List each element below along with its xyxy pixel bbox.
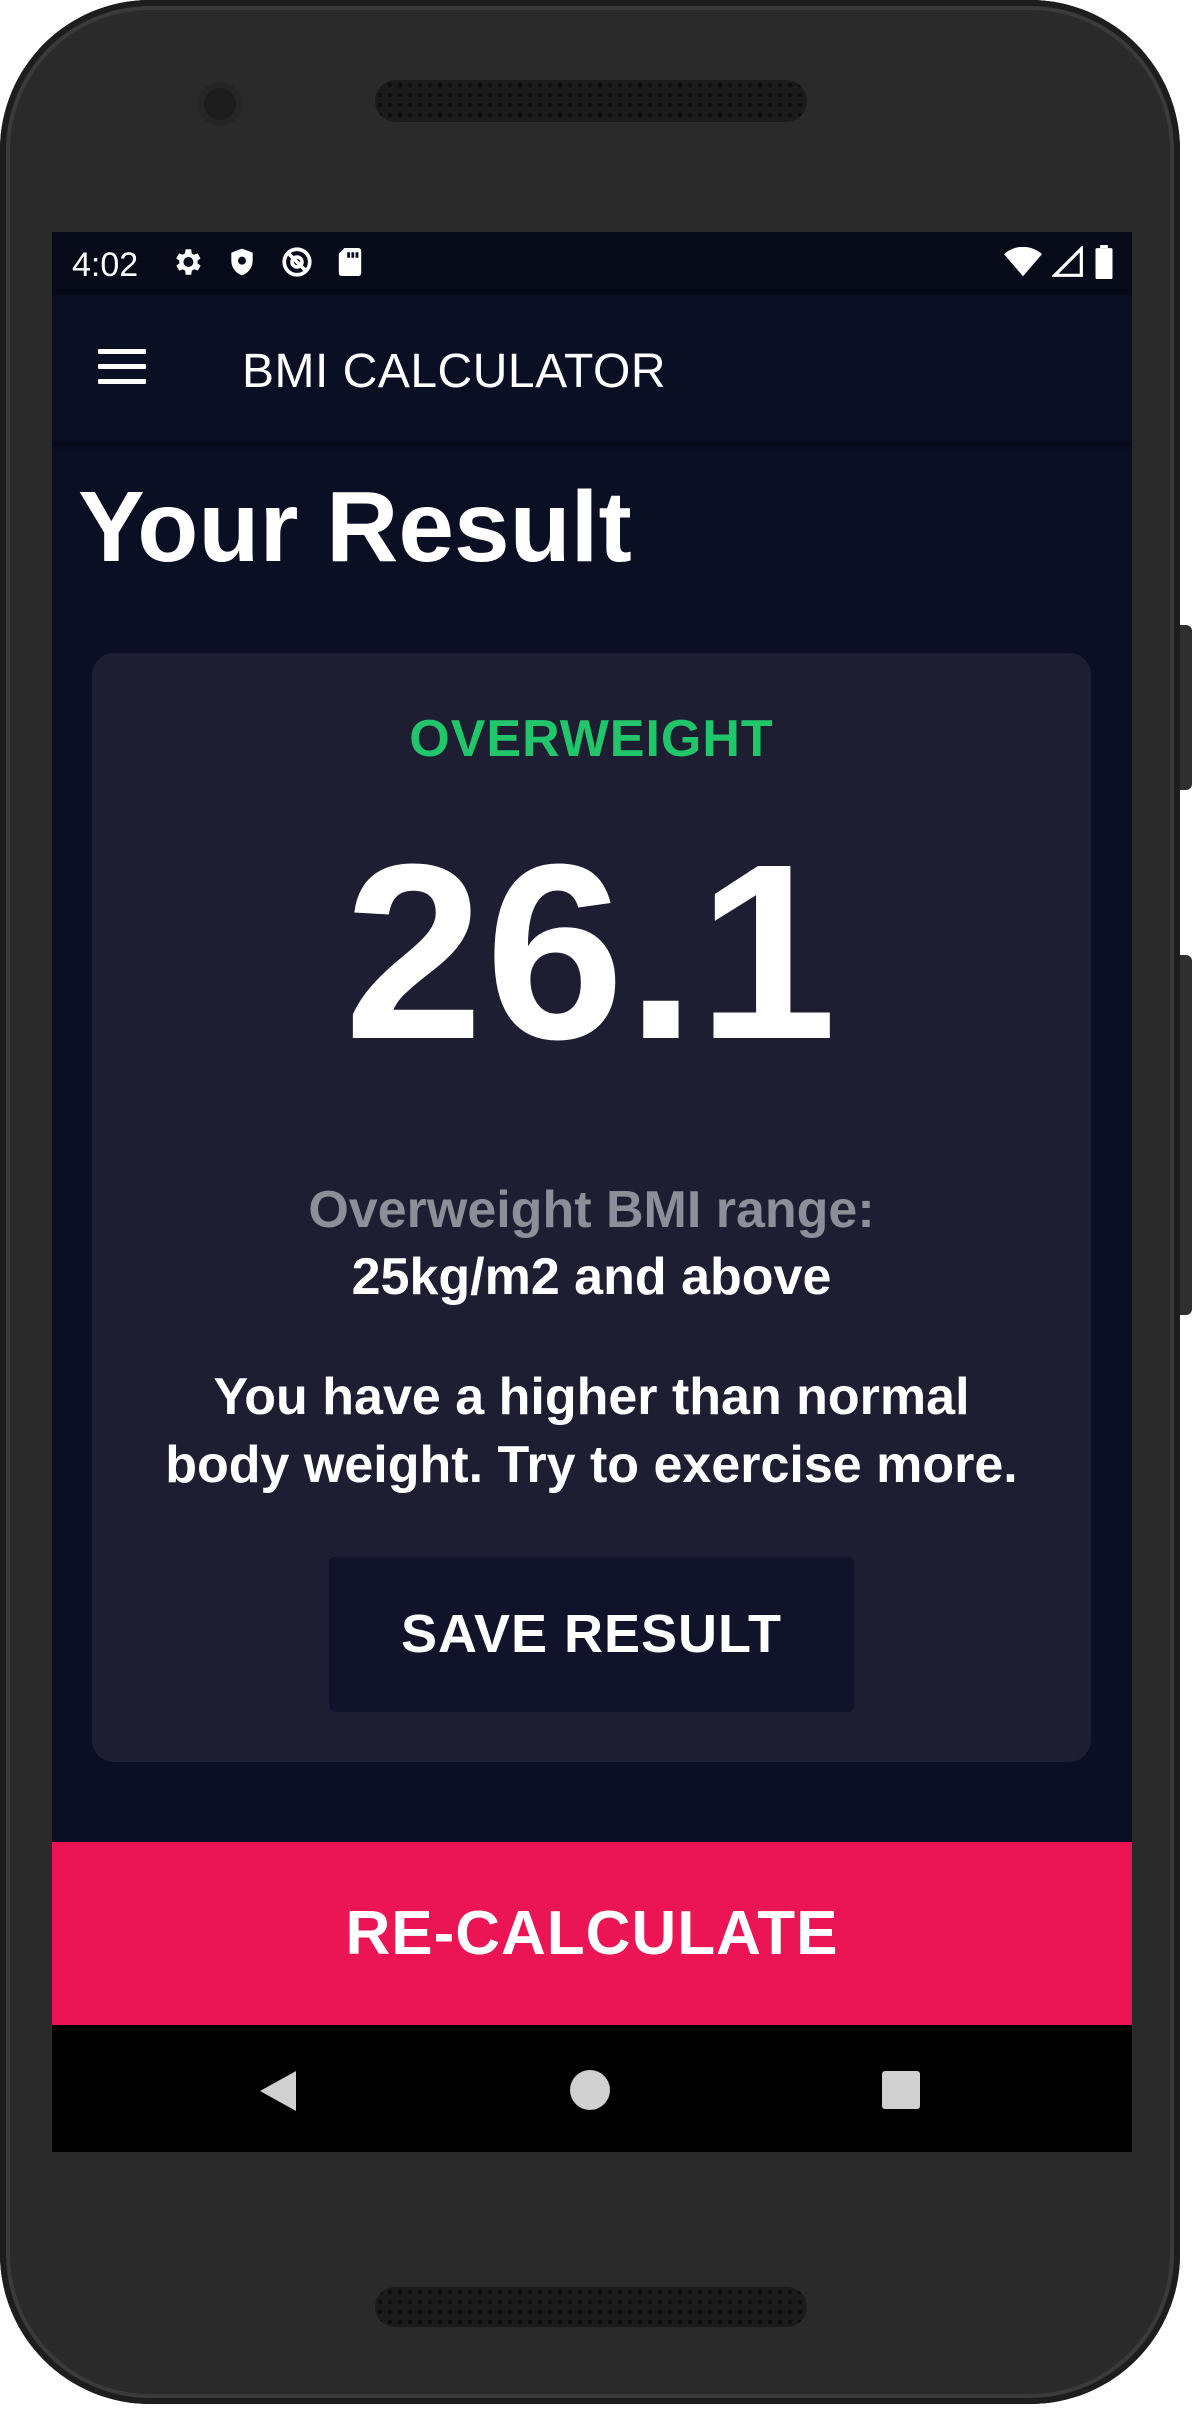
home-icon[interactable] xyxy=(570,2070,610,2110)
app-title: BMI CALCULATOR xyxy=(242,345,666,398)
bottom-speaker-grille xyxy=(375,2287,807,2327)
status-time: 4:02 xyxy=(72,246,139,284)
front-camera xyxy=(198,82,242,126)
result-status-label: OVERWEIGHT xyxy=(409,710,774,768)
gear-icon xyxy=(170,245,204,284)
bmi-range-title: Overweight BMI range: xyxy=(308,1181,875,1239)
screen: 4:02 xyxy=(52,232,1132,2152)
recalculate-button[interactable]: RE-CALCULATE xyxy=(52,1842,1132,2025)
power-button xyxy=(1180,625,1192,790)
page-title: Your Result xyxy=(78,471,632,583)
result-interpretation: You have a higher than normal body weigh… xyxy=(165,1368,1018,1494)
shield-icon xyxy=(226,245,258,284)
top-speaker-grille xyxy=(375,80,807,122)
signal-icon xyxy=(1050,244,1084,283)
status-system-icons xyxy=(1004,244,1114,284)
at-sign-icon xyxy=(280,245,314,284)
bmi-range-value: 25kg/m2 and above xyxy=(351,1248,832,1306)
back-icon[interactable] xyxy=(260,2071,296,2111)
status-bar: 4:02 xyxy=(52,232,1132,295)
sd-card-icon xyxy=(336,245,364,284)
bmi-value: 26.1 xyxy=(344,812,839,1091)
volume-rocker xyxy=(1180,955,1192,1315)
app-bar: BMI CALCULATOR xyxy=(52,295,1132,442)
system-nav-bar xyxy=(52,2025,1132,2152)
wifi-icon xyxy=(1004,246,1042,282)
status-notification-icons xyxy=(170,246,364,282)
hamburger-menu-icon[interactable] xyxy=(98,349,148,389)
result-card: OVERWEIGHT 26.1 Overweight BMI range: 25… xyxy=(92,653,1091,1762)
battery-icon xyxy=(1094,244,1114,284)
recents-icon[interactable] xyxy=(882,2071,920,2109)
save-result-button[interactable]: SAVE RESULT xyxy=(329,1557,854,1712)
